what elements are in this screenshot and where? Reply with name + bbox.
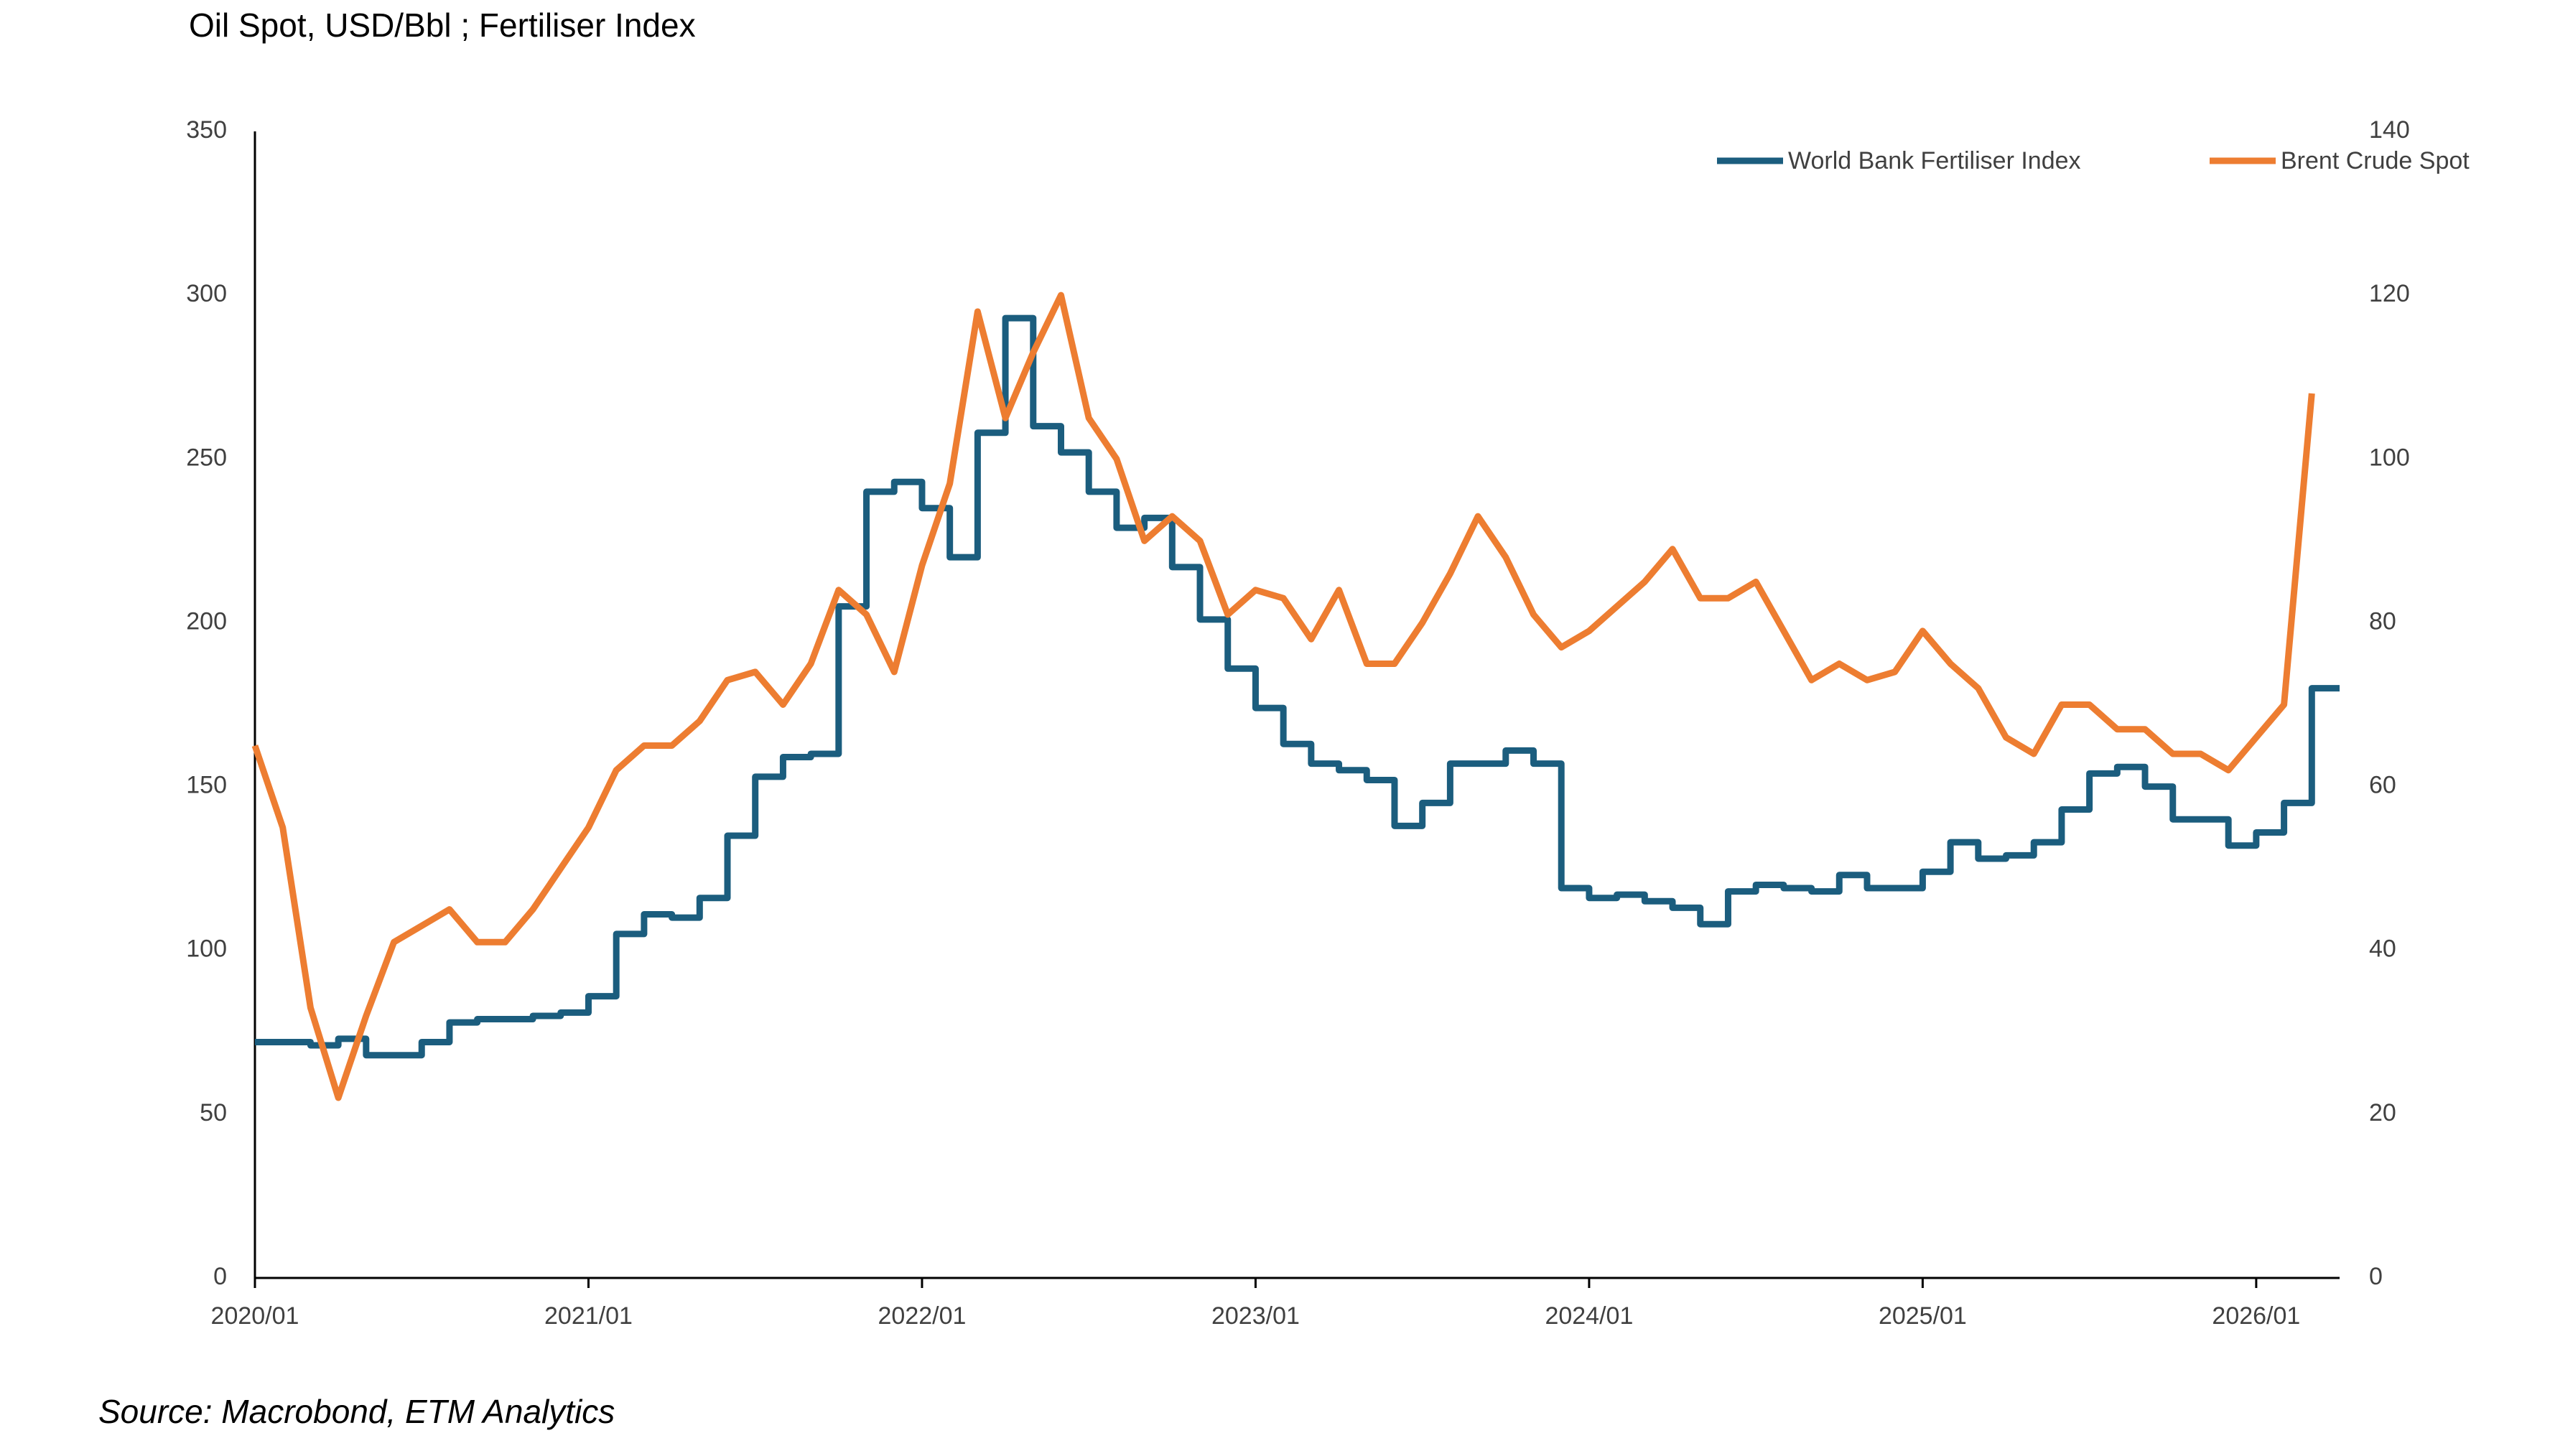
x-tick-label: 2025/01 <box>1879 1302 1967 1330</box>
y2-tick-label: 0 <box>2369 1263 2383 1290</box>
y-tick-label: 200 <box>186 607 227 635</box>
legend-label: World Bank Fertiliser Index <box>1788 147 2081 174</box>
y-tick-label: 250 <box>186 444 227 471</box>
x-tick-label: 2023/01 <box>1211 1302 1300 1330</box>
y-tick-label: 150 <box>186 772 227 799</box>
y2-tick-label: 140 <box>2369 116 2410 144</box>
x-tick-label: 2022/01 <box>878 1302 967 1330</box>
x-tick-label: 2026/01 <box>2212 1302 2300 1330</box>
x-tick-label: 2021/01 <box>544 1302 633 1330</box>
y2-tick-label: 60 <box>2369 772 2396 799</box>
series-line <box>255 314 2340 1059</box>
y2-tick-label: 100 <box>2369 444 2410 471</box>
y-tick-label: 300 <box>186 280 227 307</box>
y2-tick-label: 40 <box>2369 935 2396 963</box>
y2-tick-label: 80 <box>2369 607 2396 635</box>
y2-tick-label: 20 <box>2369 1099 2396 1126</box>
series-line <box>251 291 2315 1101</box>
y-tick-label: 350 <box>186 116 227 144</box>
y-tick-label: 50 <box>200 1099 227 1126</box>
y-tick-label: 0 <box>213 1263 227 1290</box>
chart-title: Oil Spot, USD/Bbl ; Fertiliser Index <box>189 6 696 44</box>
legend-label: Brent Crude Spot <box>2281 147 2470 174</box>
x-tick-label: 2020/01 <box>211 1302 299 1330</box>
x-tick-label: 2024/01 <box>1545 1302 1633 1330</box>
y2-tick-label: 120 <box>2369 280 2410 307</box>
source-note: Source: Macrobond, ETM Analytics <box>98 1393 615 1430</box>
y-tick-label: 100 <box>186 935 227 963</box>
